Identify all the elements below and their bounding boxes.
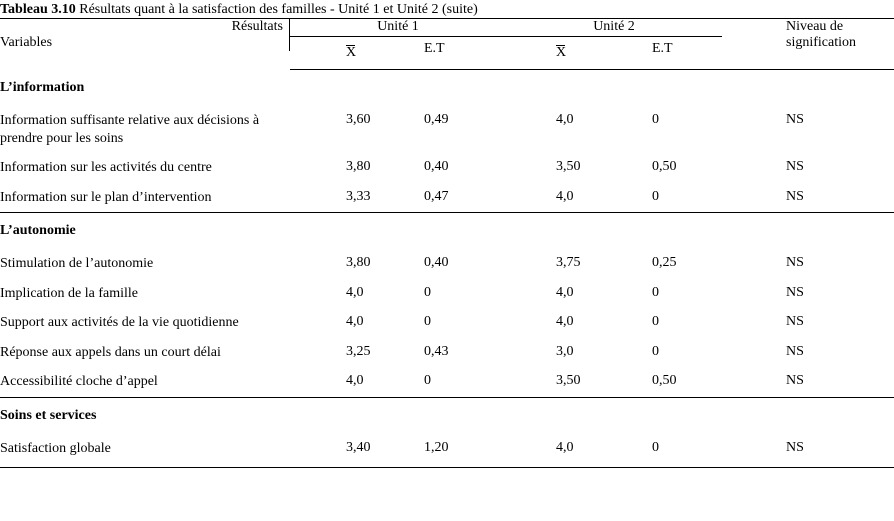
cell-et1: 1,20: [396, 434, 506, 468]
cell-x1: 4,0: [290, 279, 396, 309]
cell-x2: 3,0: [506, 338, 612, 368]
cell-x2: 3,50: [506, 153, 612, 183]
cell-x2: 4,0: [506, 308, 612, 338]
cell-et1: 0: [396, 308, 506, 338]
cell-x2: 4,0: [506, 279, 612, 309]
cell-et2: 0,50: [612, 153, 722, 183]
table-body: L’informationInformation suffisante rela…: [0, 70, 894, 468]
cell-x1: 4,0: [290, 308, 396, 338]
col-sig-label: Niveau de signification: [722, 19, 894, 70]
col-xbar2-label: X: [556, 45, 566, 61]
cell-et1: 0: [396, 367, 506, 397]
cell-sig: NS: [722, 249, 894, 279]
cell-et1: 0,43: [396, 338, 506, 368]
cell-et2: 0,25: [612, 249, 722, 279]
cell-x2: 3,50: [506, 367, 612, 397]
cell-sig: NS: [722, 183, 894, 213]
col-et2-label: E.T: [652, 37, 722, 69]
row-label: Satisfaction globale: [0, 434, 290, 468]
table-caption: Tableau 3.10 Résultats quant à la satisf…: [0, 2, 894, 18]
table-header-row: Variables Résultats Unité 1 Unité 2 Nive…: [0, 19, 894, 37]
cell-et2: 0: [612, 183, 722, 213]
cell-et2: 0,50: [612, 367, 722, 397]
cell-x2: 3,75: [506, 249, 612, 279]
table-row: Information suffisante relative aux déci…: [0, 106, 894, 153]
cell-x1: 3,60: [290, 106, 396, 153]
cell-et1: 0,40: [396, 249, 506, 279]
table-row: Réponse aux appels dans un court délai3,…: [0, 338, 894, 368]
table-row: Accessibilité cloche d’appel4,003,500,50…: [0, 367, 894, 397]
row-label: Réponse aux appels dans un court délai: [0, 338, 290, 368]
table-title: Résultats quant à la satisfaction des fa…: [76, 2, 478, 17]
table-row: Satisfaction globale3,401,204,00NS: [0, 434, 894, 468]
cell-sig: NS: [722, 106, 894, 153]
cell-x2: 4,0: [506, 434, 612, 468]
cell-et2: 0: [612, 106, 722, 153]
table-row: Implication de la famille4,004,00NS: [0, 279, 894, 309]
cell-x2: 4,0: [506, 183, 612, 213]
col-results-label: Résultats: [213, 19, 290, 51]
row-label: Information sur le plan d’intervention: [0, 183, 290, 213]
cell-x1: 3,25: [290, 338, 396, 368]
table-section-row: Soins et services: [0, 397, 894, 434]
section-label: Soins et services: [0, 397, 894, 434]
col-unit1-label: Unité 1: [377, 19, 419, 36]
table-row: Stimulation de l’autonomie3,800,403,750,…: [0, 249, 894, 279]
section-label: L’information: [0, 70, 894, 107]
cell-et2: 0: [612, 434, 722, 468]
cell-et2: 0: [612, 279, 722, 309]
table-row: Information sur les activités du centre3…: [0, 153, 894, 183]
row-label: Information suffisante relative aux déci…: [0, 106, 290, 153]
col-et1-label: E.T: [424, 37, 506, 69]
cell-et1: 0,40: [396, 153, 506, 183]
section-label: L’autonomie: [0, 213, 894, 250]
cell-sig: NS: [722, 367, 894, 397]
row-label: Support aux activités de la vie quotidie…: [0, 308, 290, 338]
cell-et2: 0: [612, 308, 722, 338]
cell-x1: 3,80: [290, 249, 396, 279]
row-label: Accessibilité cloche d’appel: [0, 367, 290, 397]
table-section-row: L’information: [0, 70, 894, 107]
results-table: Variables Résultats Unité 1 Unité 2 Nive…: [0, 18, 894, 468]
row-label: Implication de la famille: [0, 279, 290, 309]
cell-sig: NS: [722, 338, 894, 368]
cell-et1: 0,49: [396, 106, 506, 153]
table-row: Information sur le plan d’intervention3,…: [0, 183, 894, 213]
cell-x1: 4,0: [290, 367, 396, 397]
row-label: Stimulation de l’autonomie: [0, 249, 290, 279]
cell-x1: 3,33: [290, 183, 396, 213]
table-number: Tableau 3.10: [0, 2, 76, 17]
cell-x1: 3,80: [290, 153, 396, 183]
table-section-row: L’autonomie: [0, 213, 894, 250]
col-variables-label: Variables: [0, 19, 213, 51]
page: Tableau 3.10 Résultats quant à la satisf…: [0, 0, 894, 521]
cell-et2: 0: [612, 338, 722, 368]
table-row: Support aux activités de la vie quotidie…: [0, 308, 894, 338]
cell-sig: NS: [722, 308, 894, 338]
cell-sig: NS: [722, 279, 894, 309]
row-label: Information sur les activités du centre: [0, 153, 290, 183]
cell-et1: 0: [396, 279, 506, 309]
cell-x1: 3,40: [290, 434, 396, 468]
col-unit2-label: Unité 2: [593, 19, 635, 36]
cell-et1: 0,47: [396, 183, 506, 213]
cell-sig: NS: [722, 434, 894, 468]
cell-x2: 4,0: [506, 106, 612, 153]
cell-sig: NS: [722, 153, 894, 183]
col-xbar1-label: X: [346, 45, 356, 61]
